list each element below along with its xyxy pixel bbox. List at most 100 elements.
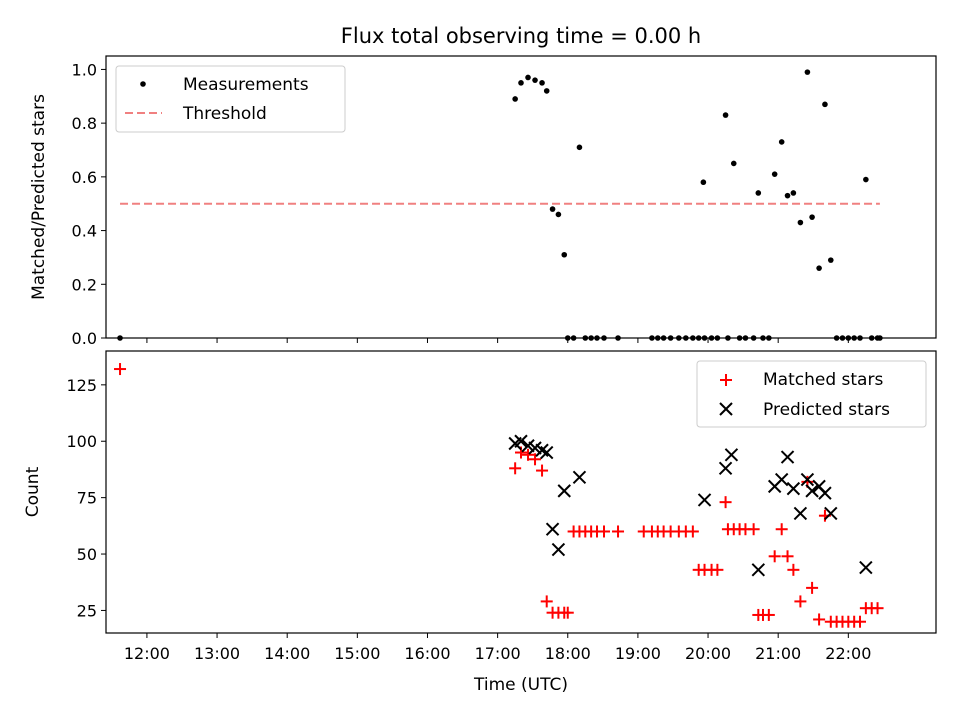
bottom-y-axis-title: Count — [23, 466, 43, 517]
top-y-tick-label: 0.4 — [72, 222, 97, 241]
bottom-x-ticks: 12:00 13:00 14:00 15:00 16:00 17:00 18:00 19:00… — [124, 633, 871, 663]
matched-star-point — [813, 613, 826, 626]
measurement-point — [804, 69, 811, 75]
legend-predicted-label: Predicted stars — [763, 400, 890, 420]
matched-star-point — [561, 606, 574, 619]
predicted-star-stroke-b — [514, 434, 528, 448]
measurement-point — [525, 74, 531, 81]
measurement-point — [543, 88, 550, 94]
measurement-point — [700, 179, 707, 186]
predicted-star-point — [724, 448, 739, 462]
measurement-point — [518, 80, 524, 86]
measurement-point — [797, 219, 804, 226]
measurement-point — [555, 211, 562, 218]
top-y-ticks: 0.0 0.2 0.4 0.6 0.8 1.0 — [72, 60, 106, 348]
predicted-star-stroke-b — [751, 563, 766, 577]
predicted-stars-points — [508, 434, 873, 577]
measurement-point — [778, 139, 785, 145]
measurement-point — [827, 257, 834, 263]
bottom-panel: 25 50 75 100 125 12:00 13:00 14:00 15:00 16:00 17… — [23, 350, 937, 695]
matched-star-point — [612, 525, 625, 538]
measurement-point — [539, 80, 545, 86]
chart-title: Flux total observing time = 0.00 h — [341, 24, 701, 48]
bottom-legend-box — [696, 360, 927, 428]
measurement-point — [576, 144, 583, 151]
legend-measurements-label: Measurements — [183, 75, 309, 95]
measurement-point — [755, 190, 762, 196]
x-axis-title: Time (UTC) — [473, 675, 568, 695]
matched-star-point — [529, 453, 542, 466]
x-tick-label: 17:00 — [475, 644, 521, 663]
predicted-star-point — [793, 506, 808, 521]
predicted-star-stroke-b — [859, 560, 873, 575]
measurement-points — [117, 69, 883, 341]
x-tick-label: 19:00 — [615, 644, 661, 663]
top-y-tick-label: 0.6 — [72, 168, 97, 187]
predicted-star-stroke-b — [697, 493, 712, 507]
predicted-star-stroke-b — [535, 443, 549, 457]
predicted-star-point — [551, 542, 566, 557]
matched-stars-points — [114, 363, 884, 628]
matched-star-point — [781, 550, 794, 563]
measurement-point — [816, 265, 822, 271]
bottom-y-tick-label: 125 — [66, 376, 97, 395]
predicted-star-point — [751, 563, 766, 577]
legend-measurements-marker — [140, 81, 146, 87]
bottom-plot-frame — [105, 350, 937, 634]
matched-star-point — [747, 523, 760, 536]
predicted-star-point — [824, 506, 838, 521]
matched-star-point — [719, 496, 732, 509]
measurement-point — [771, 171, 778, 177]
predicted-star-stroke-b — [800, 472, 815, 487]
predicted-star-stroke-b — [812, 479, 826, 494]
top-panel: 0.0 0.2 0.4 0.6 0.8 1.0 Matched/Predicted sta… — [29, 55, 937, 348]
predicted-star-stroke-b — [786, 481, 801, 496]
matched-star-point — [711, 563, 724, 576]
x-tick-label: 16:00 — [404, 644, 450, 663]
x-tick-label: 18:00 — [545, 644, 591, 663]
predicted-star-stroke-b — [718, 461, 733, 476]
predicted-star-stroke-b — [805, 484, 819, 498]
measurement-point — [784, 192, 791, 199]
top-y-tick-label: 1.0 — [72, 60, 97, 79]
top-legend-box — [115, 65, 346, 133]
top-y-tick-label: 0.0 — [72, 329, 97, 348]
predicted-star-point — [774, 472, 789, 487]
legend-predicted-marker — [719, 402, 733, 416]
x-tick-label: 20:00 — [685, 644, 731, 663]
bottom-y-tick-label: 100 — [66, 432, 97, 451]
x-tick-label: 12:00 — [124, 644, 170, 663]
bottom-legend: Matched stars Predicted stars — [696, 360, 927, 428]
measurement-point — [722, 112, 729, 118]
predicted-star-point — [800, 472, 815, 487]
predicted-star-stroke-b — [551, 542, 566, 557]
measurement-point — [863, 176, 869, 183]
matched-star-point — [536, 464, 549, 477]
predicted-star-stroke-b — [780, 450, 795, 464]
measurement-point — [809, 214, 815, 220]
predicted-star-point — [557, 484, 571, 498]
matched-star-point — [598, 525, 610, 538]
matched-star-point — [762, 608, 775, 621]
legend-matched-marker — [720, 374, 732, 386]
top-y-tick-label: 0.8 — [72, 114, 97, 133]
measurement-point — [790, 190, 797, 196]
predicted-star-stroke-b — [774, 472, 789, 487]
measurement-point — [730, 160, 737, 167]
measurement-point — [512, 96, 518, 102]
predicted-star-stroke-b — [557, 484, 571, 498]
bottom-y-tick-label: 25 — [77, 601, 97, 620]
predicted-star-stroke-b — [793, 506, 808, 521]
predicted-star-stroke-b — [572, 470, 587, 485]
x-tick-label: 22:00 — [825, 644, 871, 663]
matched-star-point — [768, 550, 781, 563]
bottom-y-tick-label: 50 — [77, 545, 97, 564]
predicted-star-point — [786, 481, 801, 496]
predicted-star-stroke-b — [818, 486, 832, 500]
predicted-star-stroke-b — [528, 441, 542, 455]
matched-star-point — [806, 581, 819, 594]
measurement-point — [561, 251, 568, 258]
matched-star-point — [509, 462, 522, 475]
predicted-star-point — [780, 450, 795, 464]
